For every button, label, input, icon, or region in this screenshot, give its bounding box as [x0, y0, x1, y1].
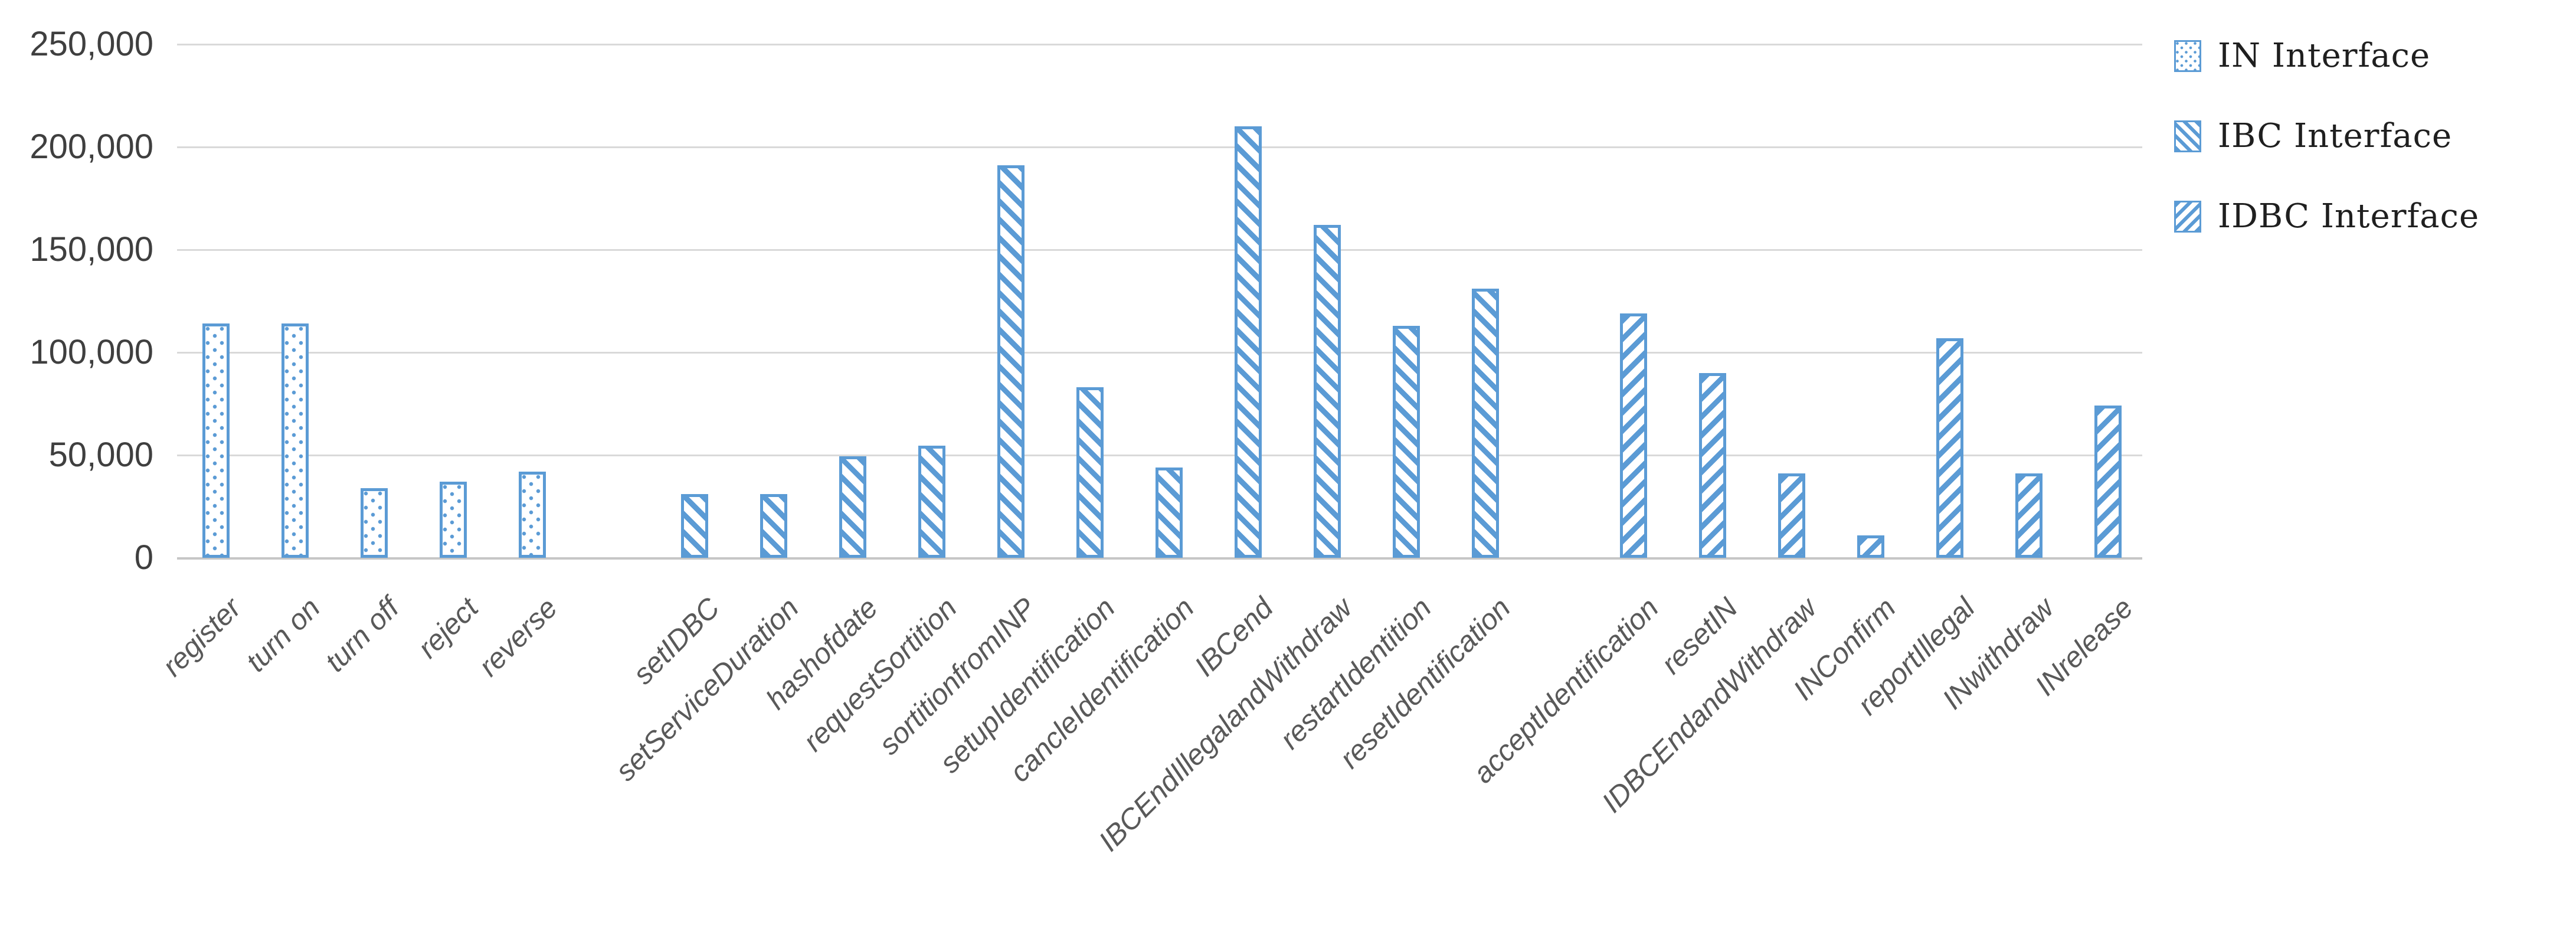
legend-swatch-dots-icon	[2174, 40, 2201, 72]
gridline	[177, 352, 2142, 354]
bar-ibcend	[1235, 126, 1262, 558]
gridline	[177, 455, 2142, 456]
legend-label: IDBC Interface	[2218, 197, 2480, 236]
bar-turn-on	[282, 323, 309, 558]
legend-item-in-interface: IN Interface	[2174, 39, 2479, 73]
legend-swatch-diag-back-icon	[2174, 120, 2201, 152]
legend-item-ibc-interface: IBC Interface	[2174, 119, 2479, 153]
gridline	[177, 249, 2142, 251]
bar-cancleidentification	[1156, 468, 1183, 558]
legend: IN Interface IBC Interface IDBC Interface	[2174, 39, 2479, 234]
gridline	[177, 146, 2142, 148]
y-tick-label: 0	[134, 538, 153, 577]
bar-acceptidentification	[1620, 313, 1647, 558]
bar-inconfirm	[1857, 535, 1884, 558]
bar-resetin	[1699, 373, 1726, 558]
legend-label: IBC Interface	[2218, 117, 2453, 155]
y-tick-label: 50,000	[48, 436, 153, 474]
bar-turn-off	[361, 488, 388, 558]
bar-setserviceduration	[760, 494, 787, 558]
bar-hashofdate	[839, 456, 866, 558]
bar-ibcendillegalandwithdraw	[1314, 225, 1341, 558]
bar-setupidentification	[1076, 387, 1104, 558]
bar-inwithdraw	[2015, 473, 2043, 558]
legend-swatch-diag-forward-icon	[2174, 201, 2201, 233]
y-tick-label: 150,000	[30, 230, 153, 269]
bar-sortitionfrominp	[997, 165, 1024, 558]
bar-reject	[440, 482, 467, 558]
bar-inrelease	[2094, 406, 2122, 558]
bar-reportillegal	[1936, 338, 1963, 558]
y-tick-label: 100,000	[30, 333, 153, 371]
gridline	[177, 557, 2142, 560]
bar-reverse	[519, 472, 546, 558]
bar-setidbc	[681, 494, 708, 558]
bar-idbcendandwithdraw	[1778, 473, 1805, 558]
bar-resetidentification	[1472, 289, 1499, 558]
bar-requestsortition	[918, 446, 945, 558]
y-tick-label: 200,000	[30, 128, 153, 166]
x-tick-label-turn-off: turn off	[319, 591, 405, 678]
y-tick-label: 250,000	[30, 25, 153, 63]
legend-item-idbc-interface: IDBC Interface	[2174, 200, 2479, 234]
bar-register	[202, 323, 230, 558]
legend-label: IN Interface	[2218, 37, 2431, 75]
bar-restartidentition	[1393, 326, 1420, 558]
gridline	[177, 44, 2142, 45]
